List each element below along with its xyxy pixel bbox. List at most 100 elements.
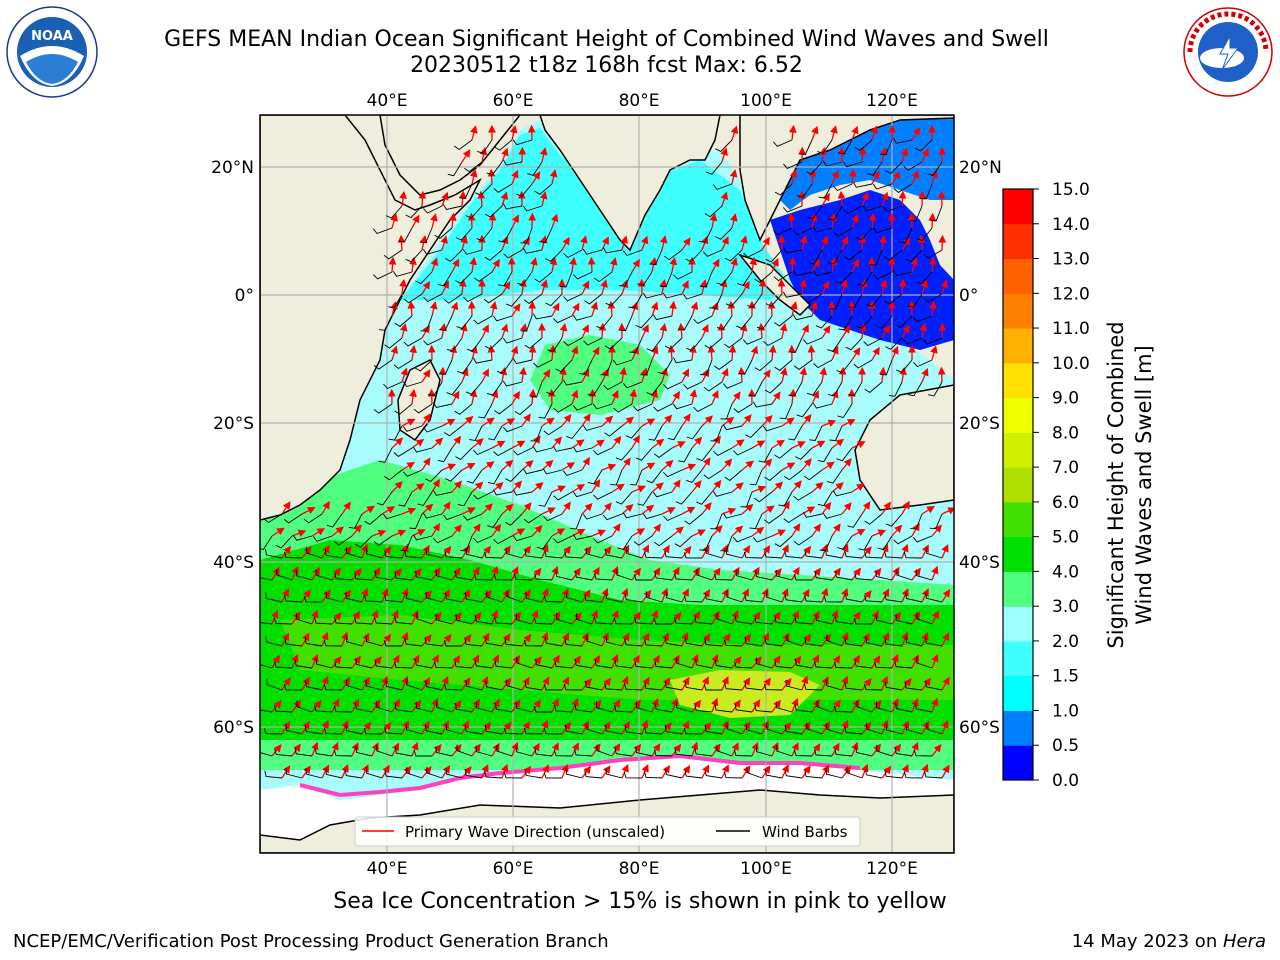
wave-direction-arrow [521, 413, 531, 427]
wind-barb [866, 293, 883, 308]
wind-barb [547, 337, 563, 352]
wind-barb [738, 359, 753, 375]
wind-barb [539, 227, 553, 243]
wave-direction-arrow [500, 191, 509, 207]
wave-direction-arrow [921, 544, 929, 559]
wind-barb [456, 315, 473, 330]
wind-barb [454, 571, 473, 581]
wave-direction-arrow [281, 721, 291, 735]
wave-direction-arrow [881, 324, 890, 339]
wave-direction-arrow [591, 439, 605, 449]
wind-barb [556, 613, 573, 625]
wind-barb [572, 314, 593, 321]
wind-barb [623, 771, 643, 779]
wave-direction-arrow [321, 675, 329, 691]
wave-direction-arrow [799, 235, 808, 251]
wave-direction-arrow [581, 324, 589, 339]
wind-barb [723, 771, 743, 779]
wind-barb [494, 139, 513, 151]
coastline-india [539, 115, 721, 252]
wind-barb [555, 570, 573, 581]
wind-barb [398, 491, 413, 507]
wave-direction-arrow [821, 280, 830, 295]
wind-barb [614, 659, 633, 669]
wave-direction-arrow [811, 481, 824, 493]
wind-barb [646, 337, 663, 352]
wind-barb [464, 638, 483, 647]
wind-barb [424, 637, 443, 647]
wave-direction-arrow [841, 631, 849, 647]
wind-barb [884, 638, 903, 647]
colorbar-segment [1003, 501, 1033, 538]
wind-barb [923, 293, 943, 303]
wave-direction-arrow [651, 482, 664, 493]
wave-direction-arrow [609, 257, 618, 273]
wind-barb [553, 749, 573, 757]
wave-direction-arrow [911, 127, 921, 141]
wind-barb [833, 183, 853, 192]
footer-host: Hera [1222, 931, 1266, 952]
wave-direction-arrow [861, 721, 872, 735]
wind-barb [903, 551, 923, 559]
wind-barb [426, 766, 443, 779]
wave-direction-arrow [811, 523, 822, 537]
wave-direction-arrow [821, 764, 830, 779]
wind-barb [523, 513, 543, 524]
wind-barb [513, 447, 533, 456]
colorbar-segment [1003, 745, 1033, 781]
wind-barb [703, 381, 723, 392]
wave-direction-arrow [811, 258, 820, 273]
wind-barb [895, 702, 913, 713]
wind-barb [545, 293, 563, 307]
wind-barb [862, 205, 883, 212]
wind-barb [754, 271, 773, 283]
wind-barb [784, 550, 803, 559]
wind-barb [566, 425, 583, 440]
wave-direction-arrow [601, 368, 609, 383]
wave-direction-arrow [651, 743, 661, 757]
wind-barb [484, 205, 503, 218]
wave-direction-arrow [768, 344, 777, 361]
wave-direction-arrow [381, 545, 392, 559]
wind-barb [726, 591, 743, 603]
wind-barb [406, 767, 423, 779]
wind-barb [783, 247, 803, 254]
colorbar-tick-label: 4.0 [1052, 562, 1079, 582]
wind-barb [704, 769, 723, 779]
wave-direction-arrow [901, 543, 909, 559]
wave-direction-arrow [901, 237, 911, 251]
wave-direction-arrow [321, 764, 330, 779]
wind-barb [894, 660, 913, 669]
wind-barb [443, 683, 463, 691]
wave-direction-arrow [811, 610, 820, 625]
wind-barb [865, 636, 883, 647]
wave-direction-arrow [851, 567, 861, 581]
wave-direction-arrow [931, 565, 939, 581]
wind-barbs-legend-label: Wind Barbs [762, 823, 848, 841]
wave-direction-arrow [799, 366, 808, 383]
wind-barb [402, 381, 423, 388]
wave-direction-arrow [601, 587, 609, 603]
wave-direction-arrow [801, 458, 812, 471]
wind-barb [914, 139, 933, 152]
wave-direction-arrow [841, 765, 852, 779]
wind-barb [644, 638, 663, 647]
colorbar-segment [1003, 258, 1033, 294]
wave-direction-arrow [451, 480, 463, 493]
wind-barb [333, 749, 353, 757]
wave-direction-arrow [821, 192, 830, 207]
wind-barb [503, 249, 523, 259]
wave-direction-arrow [411, 214, 420, 229]
wave-direction-arrow [401, 720, 409, 735]
wind-barb [867, 161, 883, 176]
wave-direction-arrow [559, 366, 567, 383]
wave-direction-arrow [901, 588, 909, 603]
wave-direction-arrow [311, 528, 326, 537]
wind-barb [388, 425, 403, 441]
wave-direction-arrow [381, 633, 392, 647]
wind-barb [266, 678, 283, 691]
wind-barb [384, 594, 403, 603]
wind-barb [425, 680, 443, 691]
wind-barb [432, 489, 453, 496]
wave-direction-arrow [581, 413, 591, 427]
